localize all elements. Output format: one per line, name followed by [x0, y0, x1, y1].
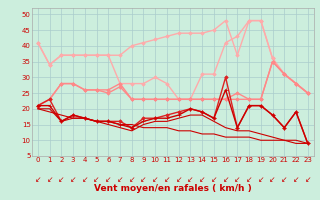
Text: ↙: ↙ — [293, 175, 299, 184]
Text: ↙: ↙ — [199, 175, 205, 184]
Text: ↙: ↙ — [82, 175, 88, 184]
Text: ↙: ↙ — [187, 175, 194, 184]
Text: ↙: ↙ — [152, 175, 158, 184]
Text: Vent moyen/en rafales ( km/h ): Vent moyen/en rafales ( km/h ) — [94, 184, 252, 193]
Text: ↙: ↙ — [305, 175, 311, 184]
Text: ↙: ↙ — [93, 175, 100, 184]
Text: ↙: ↙ — [117, 175, 123, 184]
Text: ↙: ↙ — [234, 175, 241, 184]
Text: ↙: ↙ — [129, 175, 135, 184]
Text: ↙: ↙ — [70, 175, 76, 184]
Text: ↙: ↙ — [35, 175, 41, 184]
Text: ↙: ↙ — [105, 175, 111, 184]
Text: ↙: ↙ — [269, 175, 276, 184]
Text: ↙: ↙ — [281, 175, 287, 184]
Text: ↙: ↙ — [58, 175, 65, 184]
Text: ↙: ↙ — [175, 175, 182, 184]
Text: ↙: ↙ — [258, 175, 264, 184]
Text: ↙: ↙ — [211, 175, 217, 184]
Text: ↙: ↙ — [46, 175, 53, 184]
Text: ↙: ↙ — [140, 175, 147, 184]
Text: ↙: ↙ — [246, 175, 252, 184]
Text: ↙: ↙ — [222, 175, 229, 184]
Text: ↙: ↙ — [164, 175, 170, 184]
